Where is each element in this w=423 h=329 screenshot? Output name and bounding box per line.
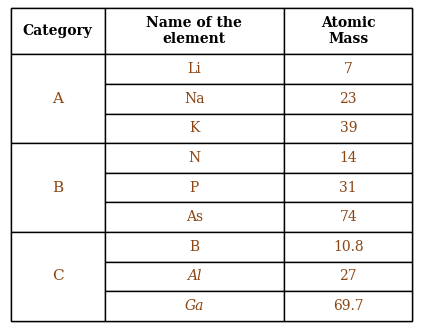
Text: B: B	[52, 181, 63, 194]
Bar	[104, 202, 284, 232]
Bar	[104, 291, 284, 321]
Bar	[284, 202, 412, 232]
Bar	[284, 232, 412, 262]
Bar	[284, 84, 412, 114]
Text: 27: 27	[340, 269, 357, 283]
Text: Atomic
Mass: Atomic Mass	[321, 16, 376, 46]
Text: 23: 23	[340, 92, 357, 106]
Bar	[104, 114, 284, 143]
Text: Li: Li	[187, 62, 201, 76]
Bar	[284, 173, 412, 202]
Bar	[11, 232, 104, 321]
Bar	[284, 114, 412, 143]
Bar	[104, 262, 284, 291]
Text: 31: 31	[340, 181, 357, 194]
Bar	[284, 291, 412, 321]
Text: A: A	[52, 92, 63, 106]
Bar	[284, 8, 412, 54]
Bar	[284, 54, 412, 84]
Bar	[104, 232, 284, 262]
Text: Al: Al	[187, 269, 202, 283]
Bar	[104, 173, 284, 202]
Text: C: C	[52, 269, 63, 283]
Text: 10.8: 10.8	[333, 240, 364, 254]
Text: B: B	[190, 240, 200, 254]
Text: 14: 14	[339, 151, 357, 165]
Bar	[284, 262, 412, 291]
Text: Category: Category	[23, 24, 93, 38]
Bar	[104, 8, 284, 54]
Text: K: K	[189, 121, 200, 135]
Text: Name of the
element: Name of the element	[146, 16, 242, 46]
Bar	[11, 8, 104, 54]
Bar	[284, 143, 412, 173]
Text: N: N	[188, 151, 201, 165]
Bar	[11, 54, 104, 143]
Bar	[11, 143, 104, 232]
Text: 74: 74	[339, 210, 357, 224]
Bar	[104, 54, 284, 84]
Text: 39: 39	[340, 121, 357, 135]
Text: Ga: Ga	[185, 299, 204, 313]
Text: As: As	[186, 210, 203, 224]
Text: Na: Na	[184, 92, 205, 106]
Bar	[104, 84, 284, 114]
Text: 69.7: 69.7	[333, 299, 364, 313]
Text: 7: 7	[344, 62, 353, 76]
Text: P: P	[190, 181, 199, 194]
Bar	[104, 143, 284, 173]
